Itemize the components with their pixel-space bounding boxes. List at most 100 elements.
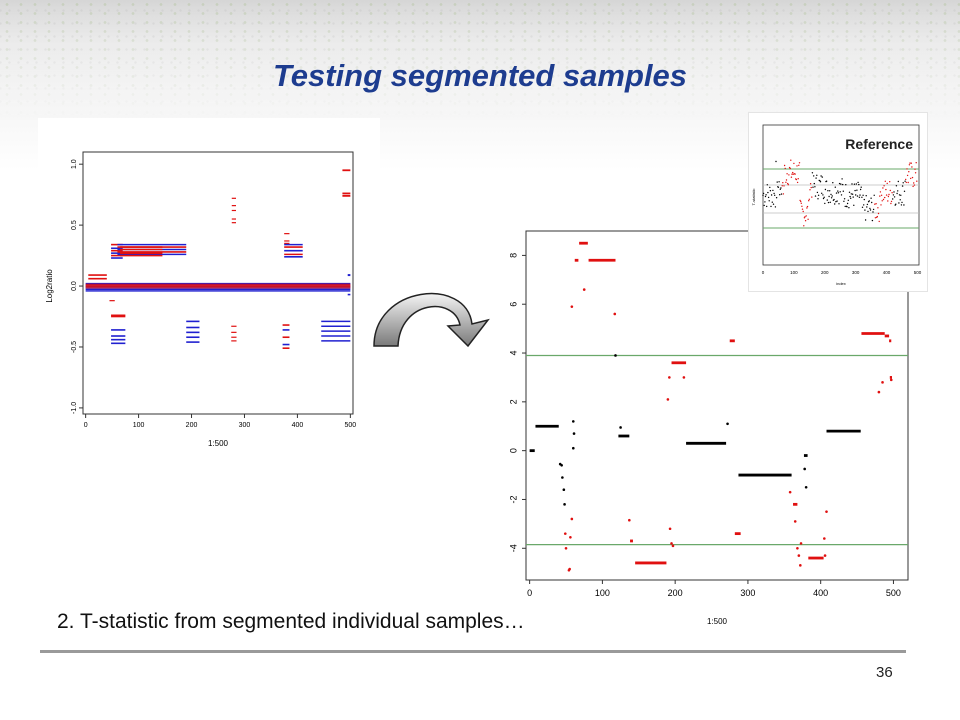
reference-point <box>882 198 885 201</box>
point-mark <box>799 564 802 567</box>
reference-point <box>878 220 880 223</box>
reference-point <box>853 204 855 206</box>
point-mark <box>670 542 673 545</box>
reference-point <box>855 194 857 196</box>
reference-point <box>777 186 780 188</box>
reference-point <box>871 219 874 222</box>
reference-point <box>824 202 826 205</box>
reference-point <box>846 206 848 208</box>
reference-point <box>798 164 800 166</box>
reference-point <box>906 168 908 170</box>
reference-point <box>871 201 873 204</box>
reference-point <box>767 191 769 194</box>
point-mark <box>671 544 675 548</box>
reference-point <box>766 205 768 208</box>
reference-point <box>788 174 790 176</box>
reference-x-tick-label: 0 <box>762 270 765 275</box>
reference-point <box>906 174 909 177</box>
reference-point <box>898 194 901 196</box>
reference-point <box>857 181 859 184</box>
reference-point <box>795 178 798 181</box>
reference-point <box>859 194 861 196</box>
reference-point <box>800 202 802 204</box>
reference-point <box>846 202 849 205</box>
reference-point <box>897 190 899 192</box>
reference-point <box>911 176 914 179</box>
reference-point <box>908 164 911 166</box>
reference-point <box>862 194 864 196</box>
reference-point <box>911 166 913 168</box>
reference-point <box>910 162 912 164</box>
reference-point <box>772 203 775 205</box>
reference-point <box>823 196 825 198</box>
reference-plot: 0 100 200 300 400 500 T-statistic index Refer… <box>751 124 922 286</box>
reference-point <box>845 184 847 186</box>
reference-point <box>848 207 850 209</box>
point-mark <box>823 554 827 557</box>
reference-point <box>874 203 876 205</box>
reference-point <box>774 194 776 196</box>
reference-point <box>895 185 898 187</box>
y-tick-label: 0.5 <box>71 220 78 230</box>
point-mark <box>571 446 575 450</box>
reference-point <box>812 186 814 188</box>
reference-point <box>868 200 870 202</box>
reference-point <box>896 192 898 195</box>
reference-point <box>764 195 767 198</box>
tstat-xlabel: 1:500 <box>707 617 728 626</box>
slide-caption: 2. T-statistic from segmented individual… <box>57 610 525 633</box>
x-tick-label: 400 <box>292 422 304 429</box>
reference-point <box>790 176 793 178</box>
reference-point <box>792 173 794 175</box>
reference-point <box>831 195 833 197</box>
reference-point <box>781 185 783 187</box>
point-mark <box>682 376 686 379</box>
curved-arrow-icon <box>370 282 494 350</box>
point-mark <box>571 420 575 423</box>
reference-point <box>797 178 799 180</box>
reference-point <box>779 194 781 196</box>
point-mark <box>582 288 586 291</box>
reference-label: Reference <box>845 136 913 152</box>
reference-point <box>865 195 867 197</box>
reference-point <box>887 200 889 202</box>
reference-point <box>817 198 819 200</box>
reference-point <box>888 193 890 196</box>
reference-point <box>850 193 852 195</box>
reference-point <box>771 201 773 203</box>
reference-point <box>838 182 841 185</box>
reference-point <box>796 181 799 184</box>
reference-point <box>801 205 803 207</box>
reference-point <box>891 192 893 194</box>
header-texture <box>0 0 960 120</box>
reference-point <box>776 181 778 183</box>
reference-point <box>884 180 886 182</box>
y-tick-label: -4 <box>508 544 518 552</box>
reference-point <box>844 205 846 208</box>
reference-point <box>859 188 862 191</box>
point-mark <box>877 390 881 394</box>
reference-point <box>775 160 777 163</box>
reference-x-tick-label: 100 <box>790 270 798 275</box>
reference-point <box>901 185 904 187</box>
point-mark <box>570 305 574 308</box>
y-tick-label: 0 <box>508 448 518 453</box>
reference-point <box>887 195 890 198</box>
reference-point <box>877 212 880 215</box>
reference-plot-panel: 0 100 200 300 400 500 T-statistic index Refer… <box>748 112 928 292</box>
reference-point <box>791 173 793 175</box>
reference-point <box>864 219 867 221</box>
reference-point <box>792 171 794 174</box>
reference-point <box>907 181 909 184</box>
reference-point <box>801 208 804 210</box>
reference-point <box>839 191 841 193</box>
reference-point <box>770 205 772 208</box>
y-tick-label: 6 <box>508 302 518 307</box>
reference-point <box>830 197 833 199</box>
point-mark <box>668 527 672 531</box>
point-mark <box>823 537 826 540</box>
reference-point <box>836 200 838 202</box>
y-tick-label: -2 <box>508 495 518 503</box>
reference-point <box>879 195 881 197</box>
reference-point <box>850 197 852 199</box>
